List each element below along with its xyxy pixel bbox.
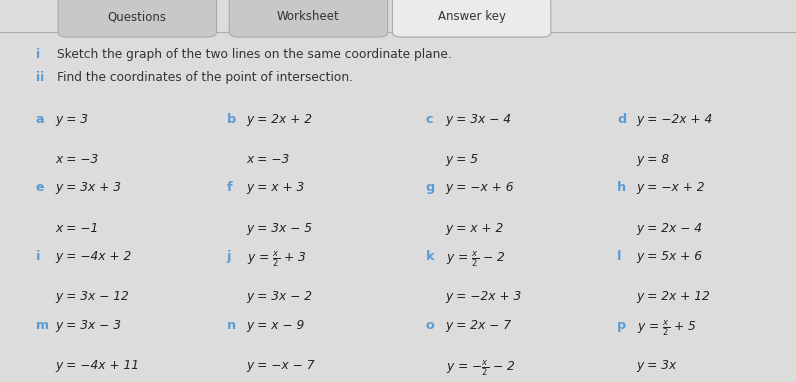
Text: p: p (617, 319, 626, 332)
Text: y = −$\frac{x}{2}$ − 2: y = −$\frac{x}{2}$ − 2 (446, 359, 516, 378)
Text: y = 3x − 5: y = 3x − 5 (247, 222, 313, 235)
Text: b: b (227, 113, 236, 126)
Text: l: l (617, 250, 622, 263)
Text: i: i (36, 48, 40, 61)
FancyBboxPatch shape (58, 0, 217, 37)
Text: a: a (36, 113, 45, 126)
Text: n: n (227, 319, 236, 332)
Text: y = x + 3: y = x + 3 (247, 181, 305, 194)
Text: y = 5: y = 5 (446, 153, 478, 166)
Text: y = 2x − 7: y = 2x − 7 (446, 319, 512, 332)
Text: o: o (426, 319, 435, 332)
Text: Worksheet: Worksheet (277, 10, 340, 23)
Text: e: e (36, 181, 45, 194)
Text: y = 3x − 12: y = 3x − 12 (56, 290, 130, 303)
Text: g: g (426, 181, 435, 194)
Text: x = −3: x = −3 (247, 153, 290, 166)
Text: j: j (227, 250, 232, 263)
Text: y = 8: y = 8 (637, 153, 669, 166)
Text: d: d (617, 113, 626, 126)
Text: m: m (36, 319, 49, 332)
FancyBboxPatch shape (392, 0, 551, 37)
Text: y = 5x + 6: y = 5x + 6 (637, 250, 703, 263)
Text: k: k (426, 250, 435, 263)
Text: y = −x + 2: y = −x + 2 (637, 181, 705, 194)
Text: y = $\frac{x}{2}$ + 3: y = $\frac{x}{2}$ + 3 (247, 250, 306, 269)
Text: x = −1: x = −1 (56, 222, 99, 235)
Text: y = 3x − 4: y = 3x − 4 (446, 113, 512, 126)
Text: y = x − 9: y = x − 9 (247, 319, 305, 332)
Text: y = $\frac{x}{2}$ − 2: y = $\frac{x}{2}$ − 2 (446, 250, 505, 269)
Text: Find the coordinates of the point of intersection.: Find the coordinates of the point of int… (57, 71, 353, 84)
Text: y = −4x + 2: y = −4x + 2 (56, 250, 132, 263)
Text: y = 2x − 4: y = 2x − 4 (637, 222, 703, 235)
Text: y = 3: y = 3 (56, 113, 88, 126)
Text: Answer key: Answer key (438, 10, 505, 23)
Text: y = −2x + 3: y = −2x + 3 (446, 290, 522, 303)
FancyBboxPatch shape (229, 0, 388, 37)
Text: y = 3x − 3: y = 3x − 3 (56, 319, 122, 332)
Text: x = −3: x = −3 (56, 153, 99, 166)
Text: Questions: Questions (107, 10, 167, 23)
Text: f: f (227, 181, 232, 194)
Text: y = −2x + 4: y = −2x + 4 (637, 113, 713, 126)
Text: y = 3x − 2: y = 3x − 2 (247, 290, 313, 303)
Text: y = x + 2: y = x + 2 (446, 222, 504, 235)
Text: ii: ii (36, 71, 44, 84)
Text: Sketch the graph of the two lines on the same coordinate plane.: Sketch the graph of the two lines on the… (57, 48, 452, 61)
Text: i: i (36, 250, 41, 263)
Text: y = −x − 7: y = −x − 7 (247, 359, 315, 372)
Text: y = 2x + 12: y = 2x + 12 (637, 290, 711, 303)
Text: y = 2x + 2: y = 2x + 2 (247, 113, 313, 126)
Text: y = −x + 6: y = −x + 6 (446, 181, 514, 194)
Text: h: h (617, 181, 626, 194)
Text: y = 3x + 3: y = 3x + 3 (56, 181, 122, 194)
Text: y = $\frac{x}{2}$ + 5: y = $\frac{x}{2}$ + 5 (637, 319, 696, 338)
Text: c: c (426, 113, 433, 126)
Text: y = −4x + 11: y = −4x + 11 (56, 359, 140, 372)
Text: y = 3x: y = 3x (637, 359, 677, 372)
